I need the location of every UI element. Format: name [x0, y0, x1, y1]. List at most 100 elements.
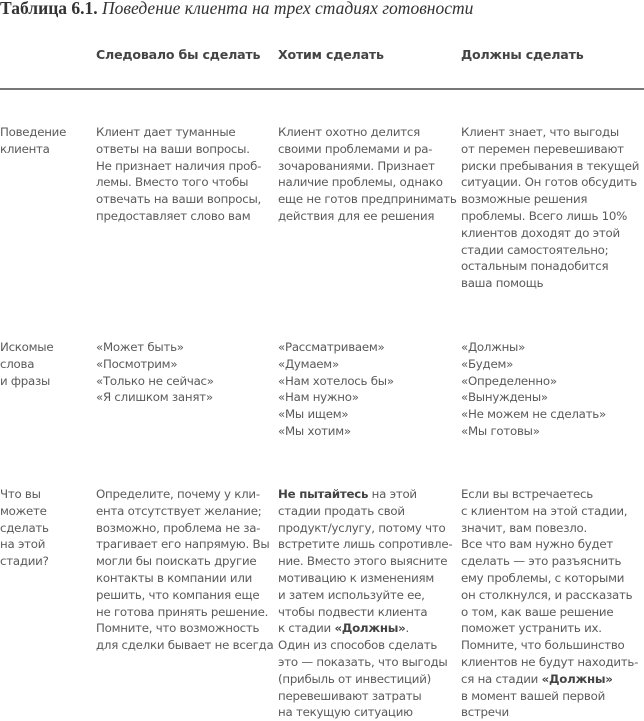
cell-line: «Только не сейчас»: [96, 373, 214, 388]
table-cell: «Рассматриваем» «Думаем» «Нам хотелось бы»…: [278, 339, 394, 440]
cell-line: на этой: [0, 537, 46, 552]
cell-line: (прибыль от инвестиций): [278, 671, 431, 686]
cell-line: еще не готов предпринимать: [278, 192, 457, 207]
text-segment: ся на стадии: [461, 671, 542, 686]
cell-line: «Будем»: [461, 356, 514, 371]
table-cell: Если вы встречаетесь с клиентом на этой с…: [461, 486, 638, 721]
cell-line: Все что вам нужно будет: [461, 537, 614, 552]
cell-line: проблемы. Всего лишь 10%: [461, 208, 628, 223]
cell-line: «Мы хотим»: [278, 423, 351, 438]
cell-line: Что вы: [0, 487, 41, 501]
cell-line: Один из способов сделать: [278, 638, 438, 653]
cell-line: предоставляет слово вам: [96, 208, 251, 223]
cell-line: «Мы ищем»: [278, 407, 349, 422]
cell-line: возможно, проблема не за-: [96, 520, 261, 535]
cell-line: ему проблемы, с которыми: [461, 570, 625, 585]
cell-line: клиента: [0, 141, 50, 156]
row-label: Искомые слова и фразы: [0, 339, 54, 389]
cell-line: «Нам нужно»: [278, 390, 359, 405]
cell-line: клиентов доходят до этой: [461, 225, 620, 240]
table-cell: «Может быть» «Посмотрим» «Только не сейчас…: [96, 339, 214, 406]
cell-line: «Я слишком занят»: [96, 390, 213, 405]
cell-line: слова: [0, 356, 35, 371]
table-cell: Клиент дает туманные ответы на ваши вопро…: [96, 124, 261, 225]
cell-line: ответы на ваши вопросы.: [96, 141, 250, 156]
caption-text: Поведение клиента на трех стадиях готовн…: [102, 0, 474, 18]
cell-line: значит, вам повезло.: [461, 520, 587, 535]
cell-line: он столкнулся, и рассказать: [461, 587, 633, 602]
cell-line: Помните, что большинство: [461, 638, 625, 653]
cell-line: действия для ее решения: [278, 208, 435, 223]
cell-line: для сделки бывает не всегда: [96, 638, 274, 653]
text-segment: к стадии: [278, 621, 335, 636]
cell-line: в момент вашей первой: [461, 688, 606, 703]
cell-line: можете: [0, 503, 47, 518]
cell-line: поможет устранить их.: [461, 621, 602, 636]
cell-line: остальным понадобится: [461, 259, 609, 274]
caption-label: Таблица 6.1.: [0, 0, 98, 18]
cell-line: сделать: [0, 520, 49, 535]
table-caption: Таблица 6.1. Поведение клиента на трех с…: [0, 0, 473, 19]
cell-line: «Может быть»: [96, 340, 184, 354]
row-label: Поведение клиента: [0, 124, 66, 158]
cell-line: мотивацию к изменениям: [278, 570, 435, 585]
cell-line: контакты в компании или: [96, 570, 253, 585]
cell-line: продукт/услугу, потому что: [278, 520, 446, 535]
cell-line: ента отсутствует желание;: [96, 503, 262, 518]
cell-line: лемы. Вместо того чтобы: [96, 175, 249, 190]
cell-line: «Вынуждены»: [461, 390, 548, 405]
cell-line: встретите лишь сопротивле-: [278, 537, 453, 552]
header-rule: [0, 88, 644, 90]
cell-line: Не пытайтесь на этой: [278, 486, 452, 503]
cell-line: Определите, почему у кли-: [96, 487, 260, 501]
cell-line: не готова принять решение.: [96, 604, 269, 619]
bold-text: «Должны»: [541, 671, 613, 686]
cell-line: «Посмотрим»: [96, 356, 178, 371]
table-cell: Клиент знает, что выгоды от перемен перев…: [461, 124, 639, 292]
cell-line: на текущую ситуацию: [278, 705, 413, 720]
cell-line: к стадии «Должны».: [278, 620, 452, 637]
cell-line: ся на стадии «Должны»: [461, 671, 638, 688]
table-cell: Клиент охотно делится своими проблемами и…: [278, 124, 457, 225]
cell-line: встречи: [461, 705, 509, 720]
cell-line: решить, что компания еще: [96, 587, 260, 602]
cell-line: риски пребывания в текущей: [461, 158, 640, 173]
cell-line: перевешивают затраты: [278, 688, 422, 703]
cell-line: это — показать, что выгоды: [278, 654, 448, 669]
cell-line: Клиент знает, что выгоды: [461, 125, 619, 139]
table-cell: «Должны» «Будем» «Определенно» «Вынуждены» «…: [461, 339, 606, 440]
cell-line: стадии самостоятельно;: [461, 242, 609, 257]
cell-line: Поведение: [0, 125, 67, 139]
cell-line: «Думаем»: [278, 356, 339, 371]
cell-line: трагивает его напрямую. Вы: [96, 537, 270, 552]
cell-line: возможные решения: [461, 192, 588, 207]
cell-line: Если вы встречаетесь: [461, 487, 593, 501]
cell-line: «Не можем не сделать»: [461, 407, 606, 422]
cell-line: сделать — это разъяснить: [461, 554, 622, 569]
text-segment: на этой: [368, 487, 417, 501]
cell-line: Искомые: [0, 340, 54, 354]
cell-line: «Мы готовы»: [461, 423, 540, 438]
cell-line: стадии?: [0, 554, 49, 569]
cell-line: «Определенно»: [461, 373, 557, 388]
table-cell: Определите, почему у кли-ента отсутствуе…: [96, 486, 274, 654]
column-header-must: Должны сделать: [461, 47, 584, 62]
cell-line: «Нам хотелось бы»: [278, 373, 394, 388]
cell-line: ние. Вместо этого выясните: [278, 554, 448, 569]
cell-line: «Рассматриваем»: [278, 340, 385, 354]
bold-text: Не пытайтесь: [278, 487, 369, 501]
cell-line: ваша помощь: [461, 276, 544, 291]
table-cell: Не пытайтесь на этой стадии продать свой п…: [278, 486, 453, 721]
cell-line: наличие проблемы, однако: [278, 175, 443, 190]
column-header-should: Следовало бы сделать: [96, 47, 261, 62]
cell-line: отвечать на ваши вопросы,: [96, 192, 262, 207]
cell-line: зочарованиями. Признает: [278, 158, 435, 173]
cell-line: Клиент охотно делится: [278, 125, 420, 139]
cell-line: ситуации. Он готов обсудить: [461, 175, 637, 190]
cell-line: «Должны»: [461, 340, 526, 354]
row-label: Что вы можете сделать на этой стадии?: [0, 486, 49, 570]
cell-line: Клиент дает туманные: [96, 125, 236, 139]
cell-line: с клиентом на этой стадии,: [461, 503, 628, 518]
bold-text: «Должны»: [334, 621, 406, 636]
text-segment: .: [405, 621, 410, 636]
